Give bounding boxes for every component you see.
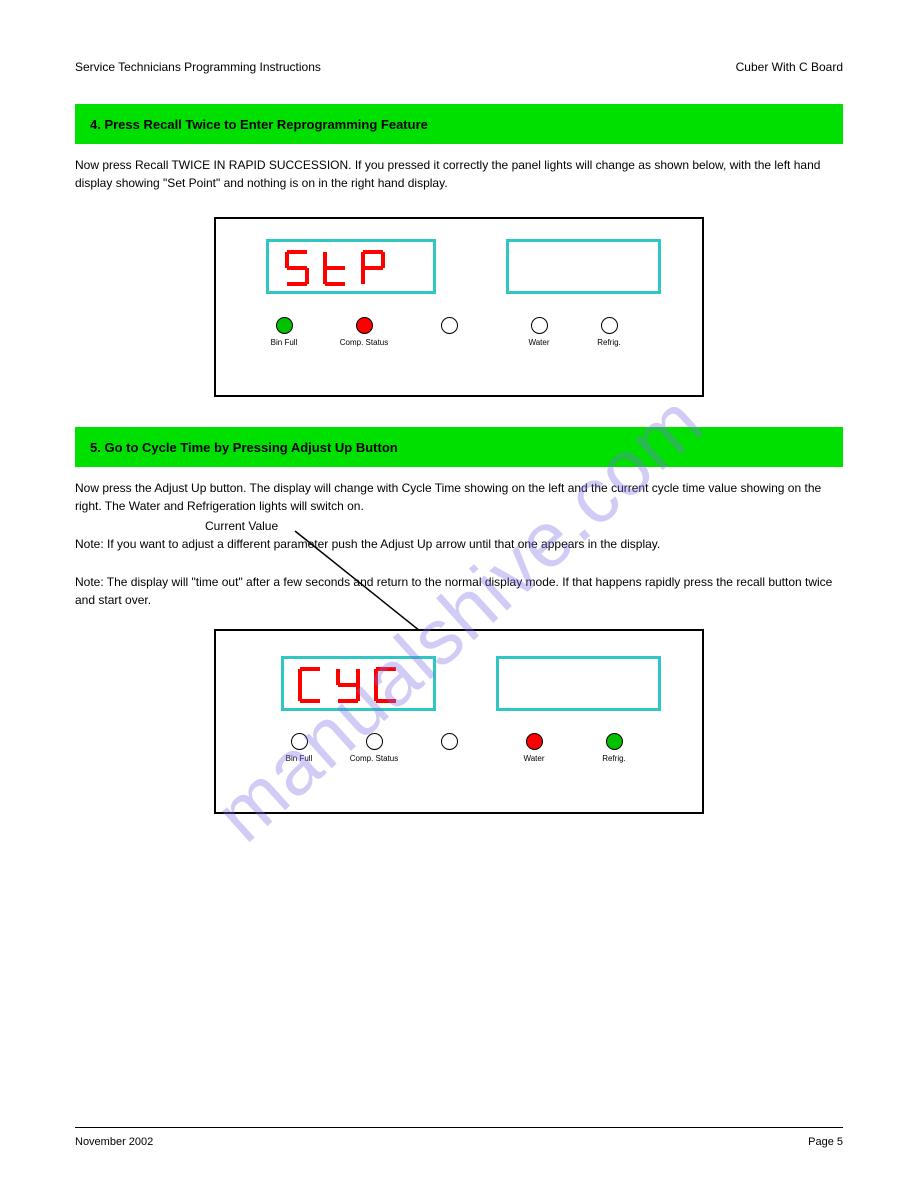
page-header: Service Technicians Programming Instruct… [75, 60, 843, 74]
led-mid-2 [441, 733, 458, 750]
led-comp-1 [356, 317, 373, 334]
footer-rule [75, 1127, 843, 1128]
led-label-comp-1: Comp. Status [329, 339, 399, 348]
led-comp-2 [366, 733, 383, 750]
led-label-refrig-2: Refrig. [579, 755, 649, 764]
led-water-2 [526, 733, 543, 750]
led-bin-full-1 [276, 317, 293, 334]
display-left-1 [266, 239, 436, 294]
section2-body1: Now press the Adjust Up button. The disp… [75, 479, 843, 515]
display-right-1 [506, 239, 661, 294]
section-title-1: 4. Press Recall Twice to Enter Reprogram… [90, 117, 428, 132]
panel-1: Bin Full Comp. Status Water Refrig. [214, 217, 704, 397]
led-water-1 [531, 317, 548, 334]
led-label-refrig-1: Refrig. [574, 339, 644, 348]
header-left: Service Technicians Programming Instruct… [75, 60, 321, 74]
led-label-water-2: Water [499, 755, 569, 764]
led-label-binfull-2: Bin Full [264, 755, 334, 764]
led-label-water-1: Water [504, 339, 574, 348]
header-right: Cuber With C Board [736, 60, 843, 74]
display-left-text-2 [284, 659, 433, 712]
footer-left: November 2002 [75, 1136, 153, 1148]
panel-2: Bin Full Comp. Status Water Refrig. [214, 629, 704, 814]
panel1-wrap: Bin Full Comp. Status Water Refrig. [75, 217, 843, 397]
section1-intro: Now press Recall TWICE IN RAPID SUCCESSI… [75, 156, 843, 192]
led-refrig-2 [606, 733, 623, 750]
led-refrig-1 [601, 317, 618, 334]
led-label-comp-2: Comp. Status [339, 755, 409, 764]
section-title-2: 5. Go to Cycle Time by Pressing Adjust U… [90, 440, 398, 455]
footer-right: Page 5 [808, 1136, 843, 1148]
display-left-text-1 [269, 242, 433, 295]
panel2-wrap: Current Value [75, 629, 843, 814]
section-bar-2: 5. Go to Cycle Time by Pressing Adjust U… [75, 427, 843, 467]
section-bar-1: 4. Press Recall Twice to Enter Reprogram… [75, 104, 843, 144]
display-left-2 [281, 656, 436, 711]
led-bin-full-2 [291, 733, 308, 750]
led-label-binfull-1: Bin Full [249, 339, 319, 348]
led-mid-1 [441, 317, 458, 334]
display-right-2 [496, 656, 661, 711]
